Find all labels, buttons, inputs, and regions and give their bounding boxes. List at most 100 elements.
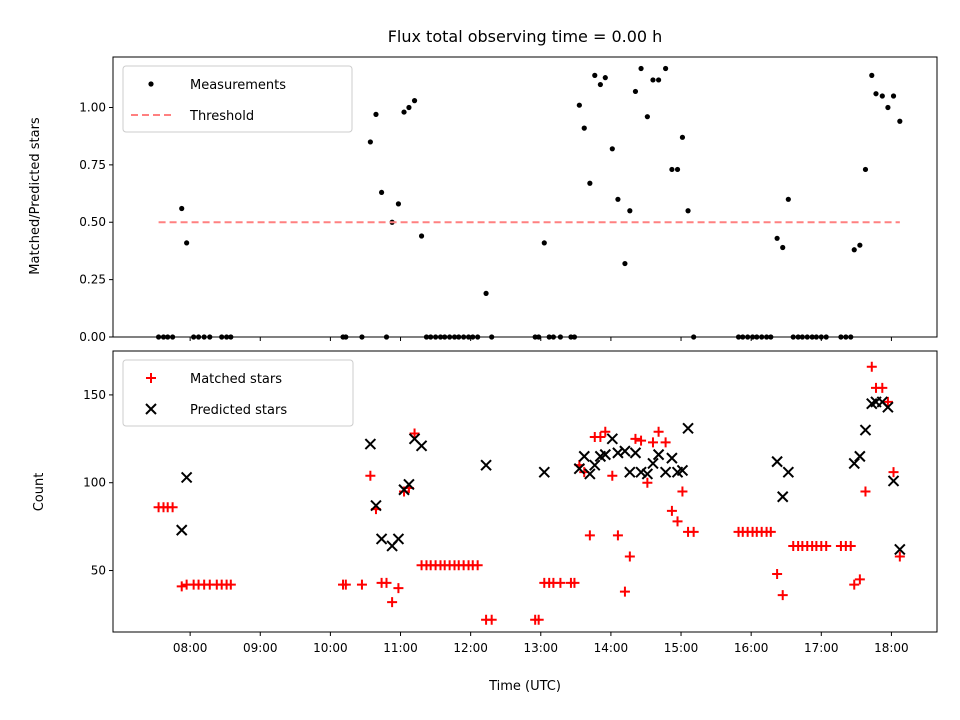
predicted-star-point bbox=[538, 466, 550, 478]
legend-label: Matched stars bbox=[190, 372, 282, 387]
measurement-point bbox=[373, 111, 379, 117]
matched-star-point bbox=[176, 581, 187, 592]
matched-star-point bbox=[882, 396, 893, 407]
top-y-tick-label: 0.50 bbox=[79, 215, 106, 229]
measurement-point bbox=[763, 334, 770, 340]
measurement-point bbox=[813, 334, 819, 340]
bottom-legend bbox=[122, 359, 354, 427]
measurement-point bbox=[622, 260, 628, 267]
predicted-star-point bbox=[612, 447, 624, 459]
measurement-point bbox=[470, 334, 476, 340]
top-y-tick-label: 0.25 bbox=[79, 273, 106, 287]
matched-star-point bbox=[849, 579, 860, 590]
matched-star-point bbox=[630, 433, 641, 444]
measurement-point bbox=[691, 334, 697, 340]
measurement-point bbox=[774, 235, 780, 241]
measurement-point bbox=[201, 334, 207, 340]
measurement-point bbox=[638, 65, 644, 72]
x-axis-label: Time (UTC) bbox=[488, 679, 561, 694]
measurement-point bbox=[395, 201, 402, 207]
matched-star-point bbox=[600, 426, 611, 437]
matched-star-point bbox=[393, 583, 404, 594]
matched-star-point bbox=[356, 579, 367, 590]
matched-star-point bbox=[894, 551, 905, 562]
x-tick-label: 13:00 bbox=[523, 641, 558, 655]
predicted-star-point bbox=[894, 543, 906, 556]
matched-star-point bbox=[888, 467, 899, 478]
matched-star-point bbox=[854, 574, 865, 585]
measurement-point bbox=[557, 334, 564, 340]
matched-star-point bbox=[772, 569, 783, 580]
matched-star-point bbox=[225, 579, 236, 590]
measurement-point bbox=[576, 102, 582, 108]
measurement-point bbox=[790, 334, 796, 340]
measurement-point bbox=[155, 334, 162, 340]
predicted-star-point bbox=[589, 459, 601, 471]
bottom-plot-frame bbox=[112, 350, 938, 633]
measurement-point bbox=[456, 334, 462, 340]
measurement-point bbox=[851, 247, 857, 253]
predicted-star-point bbox=[882, 401, 894, 413]
chart-title: Flux total observing time = 0.00 h bbox=[388, 27, 663, 46]
predicted-star-point bbox=[403, 478, 415, 491]
legend-label: Predicted stars bbox=[190, 403, 287, 418]
top-y-tick-label: 0.00 bbox=[79, 330, 106, 344]
measurement-point bbox=[170, 334, 176, 340]
legend-label: Threshold bbox=[189, 109, 254, 124]
measurement-point bbox=[663, 65, 669, 72]
measurement-point bbox=[581, 125, 587, 131]
bottom-y-tick-label: 100 bbox=[83, 476, 106, 490]
measurement-point bbox=[461, 334, 467, 340]
legend-plus-icon bbox=[146, 373, 156, 383]
matched-star-point bbox=[607, 470, 618, 481]
measurement-point bbox=[160, 334, 167, 340]
measurement-point bbox=[367, 139, 373, 145]
x-tick-label: 16:00 bbox=[734, 641, 769, 655]
measurement-point bbox=[674, 166, 681, 173]
matched-star-point bbox=[677, 486, 688, 497]
predicted-star-point bbox=[848, 457, 860, 470]
matched-star-point bbox=[672, 516, 683, 527]
measurement-point bbox=[644, 114, 650, 120]
predicted-star-point bbox=[375, 533, 388, 545]
measurement-point bbox=[838, 334, 844, 340]
measurement-point bbox=[447, 334, 453, 340]
bottom-y-axis-label: Count bbox=[32, 473, 47, 512]
measurement-point bbox=[669, 166, 675, 173]
measurement-point bbox=[442, 334, 448, 340]
matched-star-point bbox=[555, 577, 566, 588]
measurement-point bbox=[587, 180, 593, 186]
measurement-point bbox=[615, 196, 621, 202]
x-tick-label: 12:00 bbox=[453, 641, 488, 655]
measurement-point bbox=[685, 208, 691, 214]
matched-star-point bbox=[533, 614, 544, 625]
x-tick-label: 14:00 bbox=[594, 641, 629, 655]
measurement-point bbox=[799, 334, 805, 340]
measurement-point bbox=[401, 109, 407, 115]
measurement-point bbox=[740, 334, 746, 340]
predicted-star-point bbox=[647, 457, 659, 470]
measurement-point bbox=[428, 334, 434, 340]
measurement-point bbox=[869, 72, 875, 78]
predicted-star-point bbox=[666, 452, 678, 464]
legend-label: Measurements bbox=[190, 78, 286, 93]
x-tick-label: 15:00 bbox=[664, 641, 699, 655]
measurement-point bbox=[224, 334, 230, 340]
predicted-star-point bbox=[415, 440, 428, 452]
measurement-point bbox=[465, 334, 472, 340]
predicted-star-point bbox=[176, 524, 188, 536]
measurement-point bbox=[873, 91, 879, 97]
measurement-point bbox=[475, 334, 481, 340]
measurement-point bbox=[571, 334, 578, 340]
measurement-point bbox=[885, 104, 891, 111]
predicted-star-point bbox=[676, 464, 689, 477]
measurement-point bbox=[165, 334, 171, 340]
matched-star-point bbox=[584, 530, 595, 541]
predicted-star-point bbox=[180, 471, 193, 484]
x-tick-label: 17:00 bbox=[804, 641, 839, 655]
predicted-star-point bbox=[606, 433, 619, 445]
matched-star-point bbox=[381, 577, 392, 588]
matched-star-point bbox=[866, 361, 877, 372]
measurement-point bbox=[423, 334, 430, 340]
